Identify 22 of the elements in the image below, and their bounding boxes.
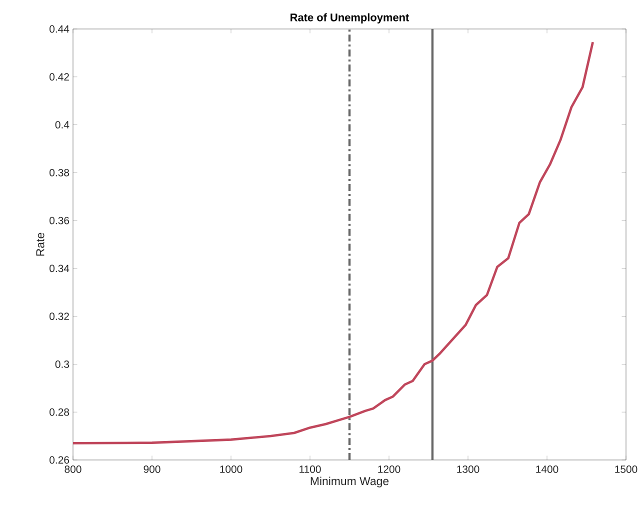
y-tick-label: 0.44 [50,25,70,33]
y-tick-label: 0.38 [50,168,70,176]
x-tick-label: 1000 [220,466,242,473]
y-tick-label: 0.26 [50,456,70,464]
x-tick-label: 1200 [378,466,400,473]
x-tick-label: 800 [64,466,82,473]
y-tick-label: 0.42 [50,73,69,81]
chart-title: Rate of Unemployment [290,13,410,24]
y-tick-label: 0.28 [50,408,70,416]
y-tick-label: 0.36 [50,216,70,224]
x-tick-label: 1300 [457,466,480,473]
y-axis-title: Rate [36,232,44,256]
y-tick-label: 0.32 [50,312,69,320]
x-tick-label: 900 [144,466,160,473]
y-tick-label: 0.3 [55,360,70,368]
x-tick-label: 1100 [300,466,321,473]
x-tick-label: 1500 [615,466,638,473]
x-axis-title: Minimum Wage [310,476,389,488]
x-tick-label: 1400 [536,466,558,473]
line-series [72,40,594,444]
y-tick-label: 0.4 [55,121,70,128]
y-tick-label: 0.34 [50,264,70,272]
